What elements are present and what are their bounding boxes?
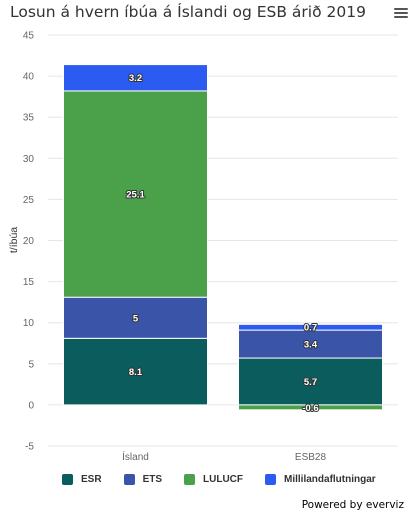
bar-millilandaflutningar-1[interactable] <box>238 323 383 331</box>
legend-label: Millilandaflutningar <box>284 474 376 485</box>
hamburger-menu-icon[interactable] <box>394 6 408 20</box>
chart: -5 0 5 10 15 20 25 30 35 40 45 8.1 5 25.1 3.2 5.7 3.4 -0… <box>8 31 398 463</box>
legend-label: LULUCF <box>203 474 244 485</box>
bar-esr-1[interactable] <box>238 357 383 406</box>
legend-label: ESR <box>81 474 102 485</box>
bar-lulucf-1[interactable] <box>238 404 383 411</box>
legend-item-esr[interactable]: ESR <box>62 474 102 485</box>
data-label: 5 <box>133 313 139 324</box>
data-label: 3.2 <box>129 73 142 84</box>
legend-swatch <box>123 474 135 485</box>
y-tick-label: 0 <box>28 400 34 411</box>
x-axis-labels: Ísland ESB28 <box>122 450 326 463</box>
y-tick-label: 30 <box>23 154 35 165</box>
y-tick-label: 20 <box>23 236 35 247</box>
credit-link[interactable]: Powered by everviz <box>301 499 404 511</box>
chart-title: Losun á hvern íbúa á Íslandi og ESB árið… <box>10 3 366 21</box>
y-tick-label: 45 <box>23 31 35 42</box>
y-tick-label: 15 <box>23 277 35 288</box>
y-tick-label: 40 <box>23 72 35 83</box>
data-label: 8.1 <box>129 367 143 378</box>
data-label: 25.1 <box>126 190 145 201</box>
y-tick-label: -5 <box>25 442 34 453</box>
legend-item-millilandaflutningar[interactable]: Millilandaflutningar <box>265 474 376 485</box>
x-category-label: ESB28 <box>295 452 327 463</box>
legend-swatch <box>184 474 196 485</box>
bar-ets-1[interactable] <box>238 329 383 359</box>
y-tick-label: 35 <box>23 113 35 124</box>
y-axis-ticks: -5 0 5 10 15 20 25 30 35 40 45 <box>23 31 35 453</box>
bars <box>63 64 383 411</box>
legend-swatch <box>62 474 73 485</box>
x-category-label: Ísland <box>122 450 149 463</box>
data-label: 5.7 <box>304 377 317 388</box>
y-axis-label: t/íbúa <box>8 227 20 253</box>
data-label: 3.4 <box>304 340 318 351</box>
legend: ESR ETS LULUCF Millilandaflutningar <box>62 474 398 485</box>
legend-item-lulucf[interactable]: LULUCF <box>184 474 243 485</box>
bar-lulucf-0[interactable] <box>63 90 208 298</box>
data-label: 0.7 <box>304 323 317 334</box>
legend-label: ETS <box>142 474 163 485</box>
legend-swatch <box>265 474 277 485</box>
y-tick-label: 25 <box>23 195 35 206</box>
data-labels: 8.1 5 25.1 3.2 5.7 3.4 -0.6 0.7 <box>125 72 319 415</box>
data-label: -0.6 <box>302 403 318 414</box>
legend-item-ets[interactable]: ETS <box>123 474 163 485</box>
bar-millilandaflutningar-0[interactable] <box>63 64 208 92</box>
y-tick-label: 5 <box>28 359 34 370</box>
y-tick-label: 10 <box>23 318 35 329</box>
